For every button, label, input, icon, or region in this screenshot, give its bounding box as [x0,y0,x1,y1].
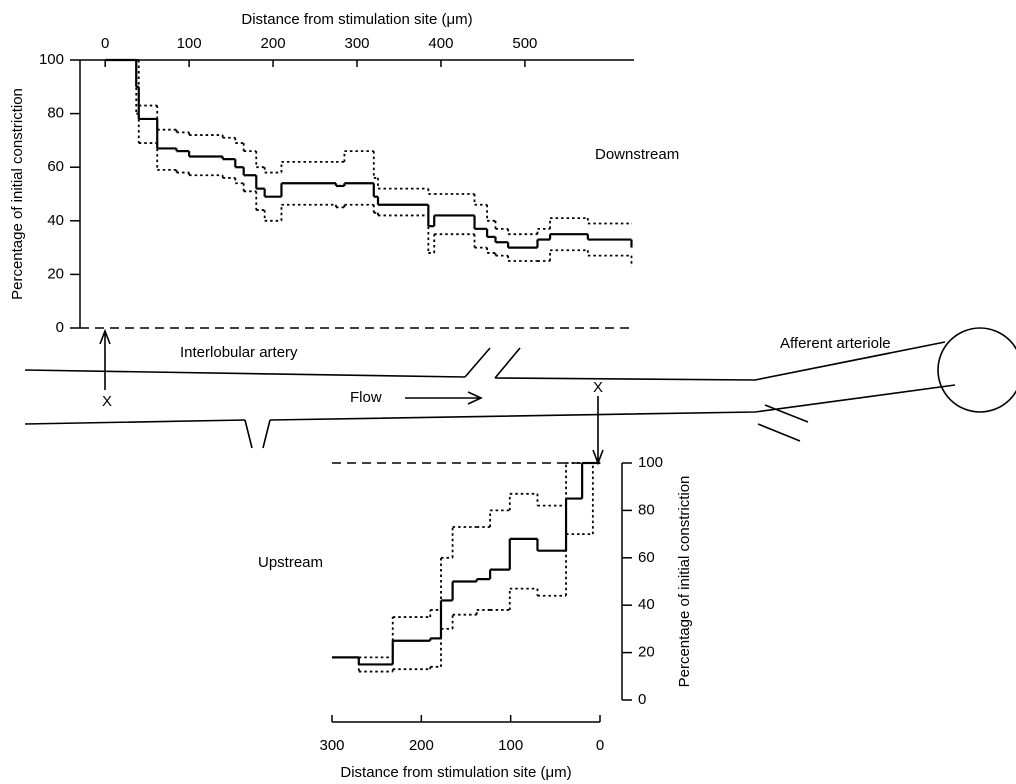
x-tick-label: 100 [498,737,523,754]
site-marker: X [102,393,112,410]
y-tick-label: 80 [638,501,655,518]
x-tick-label: 300 [344,35,369,52]
y-tick-label: 0 [638,691,646,708]
y-tick-label: 100 [638,454,663,471]
x-axis-title: Distance from stimulation site (μm) [340,764,571,781]
x-tick-label: 0 [596,737,604,754]
glomerulus [937,327,1016,413]
vessel-label: Interlobular artery [180,344,298,361]
y-tick-label: 20 [47,265,64,282]
vessel-diagram: Interlobular artery Afferent arteriole F… [24,327,1016,466]
y-axis-title: Percentage of initial constriction [676,476,693,688]
y-tick-label: 60 [638,549,655,566]
x-tick-label: 400 [428,35,453,52]
y-tick-label: 20 [638,644,655,661]
x-tick-label: 0 [101,35,109,52]
x-tick-label: 100 [177,35,202,52]
x-tick-label: 200 [409,737,434,754]
x-tick-label: 300 [319,737,344,754]
vessel-wall [24,341,946,381]
y-axis-title: Percentage of initial constriction [9,88,26,300]
flow-arrow [405,391,483,405]
arrow [592,396,604,466]
flow-label: Flow [350,389,382,406]
x-tick-label: 200 [261,35,286,52]
annotation: Downstream [595,146,679,163]
vessel-wall [24,384,956,425]
y-tick-label: 40 [47,212,64,229]
x-tick-label: 500 [512,35,537,52]
branch [757,404,809,442]
x-axis-title: Distance from stimulation site (μm) [241,11,472,28]
y-tick-label: 40 [638,596,655,613]
y-tick-label: 100 [39,51,64,68]
site-marker: X [593,379,603,396]
break-mark [244,347,521,449]
y-tick-label: 60 [47,158,64,175]
y-tick-label: 80 [47,105,64,122]
vessel-label: Afferent arteriole [780,335,891,352]
y-tick-label: 0 [56,319,64,336]
arrow [99,328,111,390]
annotation: Upstream [258,554,323,571]
